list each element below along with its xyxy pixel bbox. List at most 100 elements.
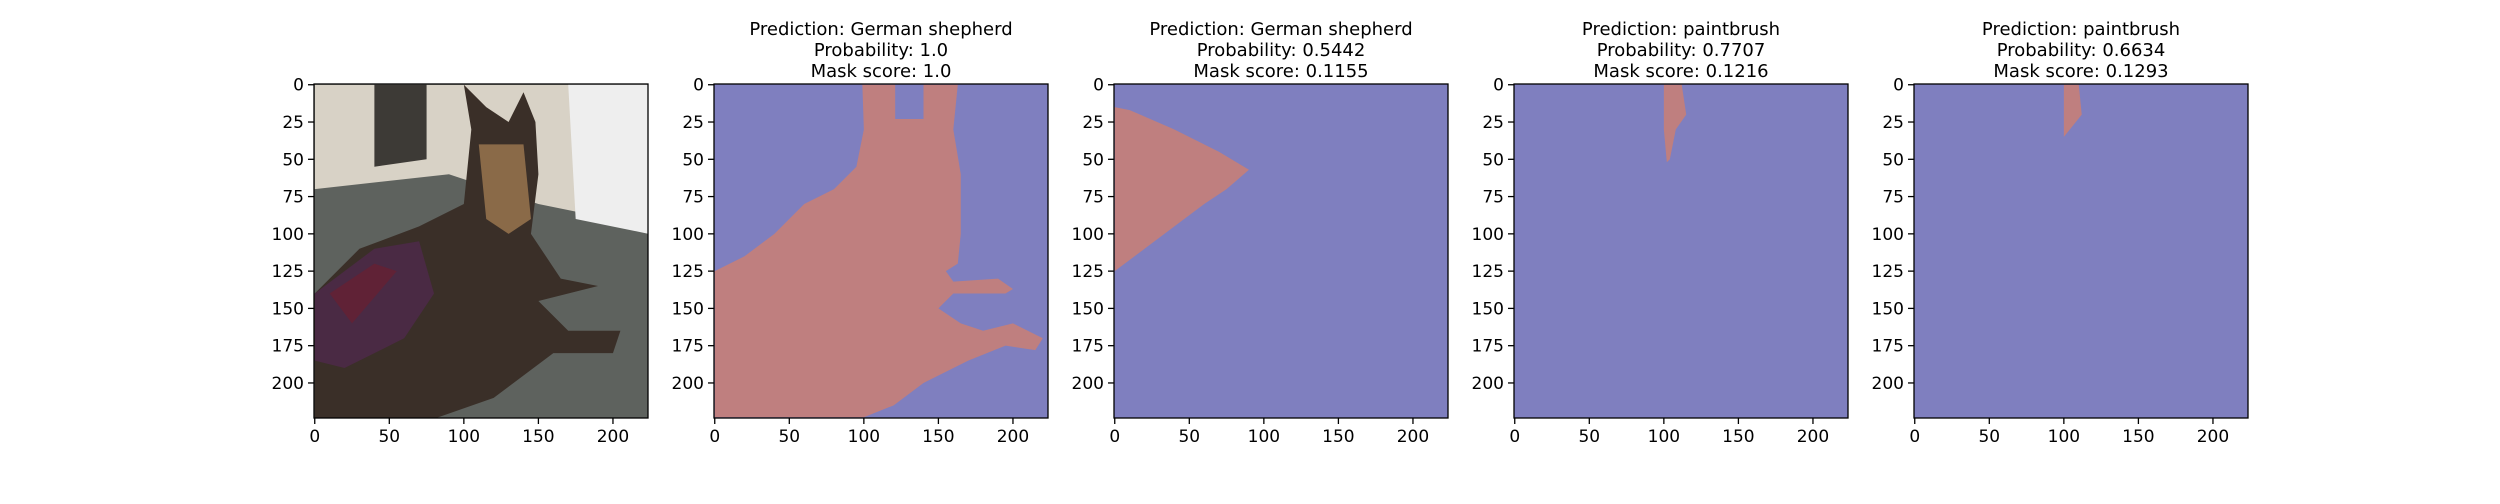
y-tick-label: 125 xyxy=(1472,262,1504,282)
x-tick-label: 200 xyxy=(1397,427,1429,447)
y-tick-label: 75 xyxy=(682,188,704,208)
x-tick-label: 50 xyxy=(1978,427,2000,447)
panel-title: Probability: 0.5442 xyxy=(1197,40,1366,61)
panel: 0 50 100 150 200 0 25 50 75 100 125 150 175 200 Predic… xyxy=(1472,19,1849,447)
panel-title: Prediction: German shepherd xyxy=(1149,19,1412,40)
mask-background xyxy=(1514,84,1848,418)
y-tick-label: 200 xyxy=(1072,374,1104,394)
sweater xyxy=(314,241,435,369)
x-tick-label: 100 xyxy=(2048,427,2080,447)
y-tick-label: 175 xyxy=(1872,337,1904,357)
panel: 0 50 100 150 200 0 25 50 75 100 125 150 175 200 Predic… xyxy=(672,19,1049,447)
y-tick-label: 50 xyxy=(1082,150,1104,170)
y-tick-label: 125 xyxy=(1072,262,1104,282)
y-tick-label: 150 xyxy=(1872,299,1904,319)
x-tick-label: 50 xyxy=(1178,427,1200,447)
y-tick-label: 125 xyxy=(272,262,304,282)
y-tick-label: 75 xyxy=(1082,188,1104,208)
y-tick-label: 25 xyxy=(1082,113,1104,133)
x-tick-label: 0 xyxy=(309,427,320,447)
x-tick-label: 150 xyxy=(1322,427,1354,447)
x-tick-label: 0 xyxy=(1509,427,1520,447)
x-tick-label: 150 xyxy=(1722,427,1754,447)
dog-tan xyxy=(478,144,531,234)
x-tick-label: 50 xyxy=(778,427,800,447)
panel: 0 50 100 150 200 0 25 50 75 100 125 150 175 200 Predic… xyxy=(1072,19,1449,447)
panel-title: Probability: 0.6634 xyxy=(1997,40,2166,61)
y-tick-label: 75 xyxy=(1482,188,1504,208)
y-tick-label: 200 xyxy=(272,374,304,394)
y-tick-label: 100 xyxy=(272,225,304,245)
y-tick-label: 50 xyxy=(1882,150,1904,170)
panel-title: Prediction: German shepherd xyxy=(749,19,1012,40)
x-tick-label: 100 xyxy=(1248,427,1280,447)
y-tick-label: 75 xyxy=(1882,188,1904,208)
image-area xyxy=(714,84,1048,418)
y-tick-label: 100 xyxy=(1472,225,1504,245)
axes-frame xyxy=(1513,83,1849,419)
y-tick-label: 175 xyxy=(1472,337,1504,357)
panel-title: Mask score: 0.1293 xyxy=(1993,61,2168,82)
y-tick-label: 125 xyxy=(672,262,704,282)
y-tick-label: 0 xyxy=(693,76,704,96)
panel: 0 50 100 150 200 0 25 50 75 100 125 150 175 200 Predic… xyxy=(1872,19,2249,447)
y-tick-label: 150 xyxy=(1472,299,1504,319)
x-tick-label: 100 xyxy=(848,427,880,447)
x-tick-label: 50 xyxy=(1578,427,1600,447)
mask-background xyxy=(1914,84,2248,418)
y-tick-label: 25 xyxy=(1882,113,1904,133)
axes-frame xyxy=(313,83,649,419)
y-tick-label: 200 xyxy=(1472,374,1504,394)
image-area xyxy=(314,84,648,418)
image-area xyxy=(1514,84,1848,418)
panel-title: Probability: 0.7707 xyxy=(1597,40,1766,61)
x-tick-label: 0 xyxy=(1109,427,1120,447)
panel-title: Mask score: 1.0 xyxy=(811,61,952,82)
x-tick-label: 200 xyxy=(997,427,1029,447)
y-tick-label: 25 xyxy=(682,113,704,133)
y-tick-label: 75 xyxy=(282,188,304,208)
x-tick-label: 150 xyxy=(522,427,554,447)
x-tick-label: 150 xyxy=(922,427,954,447)
y-tick-label: 100 xyxy=(1072,225,1104,245)
bright-wall xyxy=(568,84,648,234)
mask-region xyxy=(1663,84,1687,163)
y-tick-label: 100 xyxy=(1872,225,1904,245)
y-tick-label: 0 xyxy=(293,76,304,96)
x-tick-label: 100 xyxy=(1648,427,1680,447)
y-tick-label: 200 xyxy=(672,374,704,394)
y-tick-label: 25 xyxy=(282,113,304,133)
y-tick-label: 200 xyxy=(1872,374,1904,394)
axes-frame xyxy=(1913,83,2249,419)
x-tick-label: 200 xyxy=(1797,427,1829,447)
y-tick-label: 150 xyxy=(272,299,304,319)
image-area xyxy=(1914,84,2248,418)
x-tick-label: 0 xyxy=(1909,427,1920,447)
y-tick-label: 150 xyxy=(1072,299,1104,319)
panel-title: Prediction: paintbrush xyxy=(1582,19,1780,40)
y-tick-label: 125 xyxy=(1872,262,1904,282)
panel: 0 50 100 150 200 0 25 50 75 100 125 150 175 200 xyxy=(272,76,649,447)
mask-region xyxy=(2063,84,2082,137)
y-tick-label: 50 xyxy=(682,150,704,170)
axes-frame xyxy=(1113,83,1449,419)
y-tick-label: 0 xyxy=(1893,76,1904,96)
panel-title: Mask score: 0.1216 xyxy=(1593,61,1768,82)
x-tick-label: 100 xyxy=(448,427,480,447)
image-area xyxy=(1114,84,1448,418)
x-tick-label: 0 xyxy=(709,427,720,447)
x-tick-label: 50 xyxy=(378,427,400,447)
panel-title: Probability: 1.0 xyxy=(814,40,948,61)
panel-title: Mask score: 0.1155 xyxy=(1193,61,1368,82)
x-tick-label: 200 xyxy=(597,427,629,447)
y-tick-label: 50 xyxy=(1482,150,1504,170)
doorway xyxy=(374,84,427,167)
y-tick-label: 175 xyxy=(672,337,704,357)
y-tick-label: 175 xyxy=(1072,337,1104,357)
sweater-stripes xyxy=(329,263,397,324)
y-tick-label: 100 xyxy=(672,225,704,245)
panel-title: Prediction: paintbrush xyxy=(1982,19,2180,40)
x-tick-label: 150 xyxy=(2122,427,2154,447)
